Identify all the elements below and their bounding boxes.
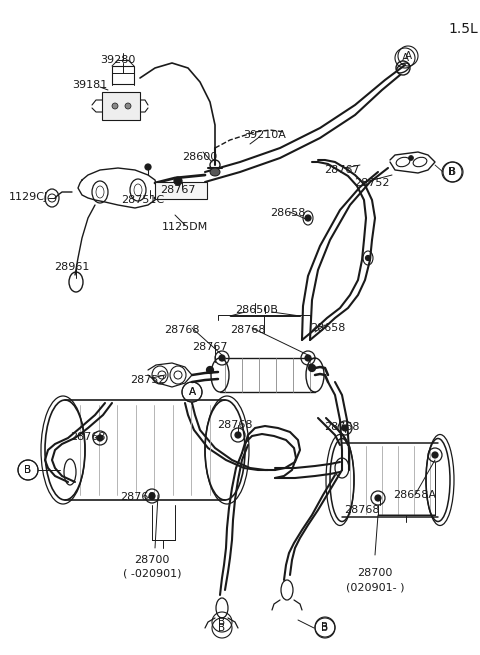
Circle shape — [235, 432, 241, 438]
Text: B: B — [322, 623, 329, 633]
Circle shape — [432, 452, 438, 458]
Text: 28768: 28768 — [230, 325, 266, 335]
Text: 28961: 28961 — [54, 262, 90, 272]
Text: (020901- ): (020901- ) — [346, 582, 404, 592]
Text: 39210A: 39210A — [243, 130, 287, 140]
Text: A: A — [405, 51, 411, 61]
Text: B: B — [24, 465, 32, 475]
Text: ( -020901): ( -020901) — [123, 568, 181, 578]
Circle shape — [149, 493, 155, 499]
Text: 1125DM: 1125DM — [162, 222, 208, 232]
Circle shape — [375, 495, 381, 501]
Text: 28658A: 28658A — [394, 490, 436, 500]
Bar — [155, 182, 207, 199]
Circle shape — [174, 177, 182, 185]
Circle shape — [112, 103, 118, 109]
Text: 28768: 28768 — [344, 505, 380, 515]
Text: 39181: 39181 — [72, 80, 108, 90]
Circle shape — [342, 425, 348, 431]
Text: 28658: 28658 — [310, 323, 346, 333]
Text: 28752: 28752 — [354, 178, 390, 188]
Text: B: B — [322, 622, 329, 632]
Circle shape — [365, 255, 371, 261]
Text: B: B — [218, 617, 226, 627]
Text: 28752: 28752 — [130, 375, 166, 385]
Text: B: B — [449, 167, 456, 177]
Text: B: B — [218, 623, 226, 633]
Text: B: B — [24, 465, 32, 475]
Circle shape — [145, 164, 151, 170]
Circle shape — [305, 215, 311, 221]
Text: A: A — [189, 387, 195, 397]
Text: 28768: 28768 — [120, 492, 156, 502]
Text: 28767: 28767 — [192, 342, 228, 352]
Text: 1.5L: 1.5L — [448, 22, 478, 36]
Text: 28767: 28767 — [324, 165, 360, 175]
Text: 28650B: 28650B — [236, 305, 278, 315]
Text: 28767: 28767 — [160, 185, 196, 195]
Text: 28600: 28600 — [182, 152, 217, 162]
Text: 28768: 28768 — [324, 422, 360, 432]
Circle shape — [219, 355, 225, 361]
Circle shape — [125, 103, 131, 109]
Circle shape — [309, 364, 315, 371]
Bar — [102, 92, 140, 120]
Text: A: A — [189, 387, 195, 397]
Text: A: A — [401, 53, 408, 63]
Text: 28700: 28700 — [134, 555, 170, 565]
Text: B: B — [448, 167, 456, 177]
Text: 1129CJ: 1129CJ — [8, 192, 48, 202]
Text: 28700: 28700 — [357, 568, 393, 578]
Text: 28768: 28768 — [70, 432, 106, 442]
Circle shape — [305, 355, 311, 361]
Circle shape — [97, 435, 103, 441]
Circle shape — [408, 155, 413, 160]
Text: 28768: 28768 — [217, 420, 253, 430]
Text: 39280: 39280 — [100, 55, 136, 65]
Ellipse shape — [210, 168, 220, 176]
Text: 28658: 28658 — [270, 208, 306, 218]
Bar — [112, 66, 134, 84]
Circle shape — [206, 367, 214, 373]
Text: 28751C: 28751C — [121, 195, 165, 205]
Text: 28768: 28768 — [164, 325, 200, 335]
